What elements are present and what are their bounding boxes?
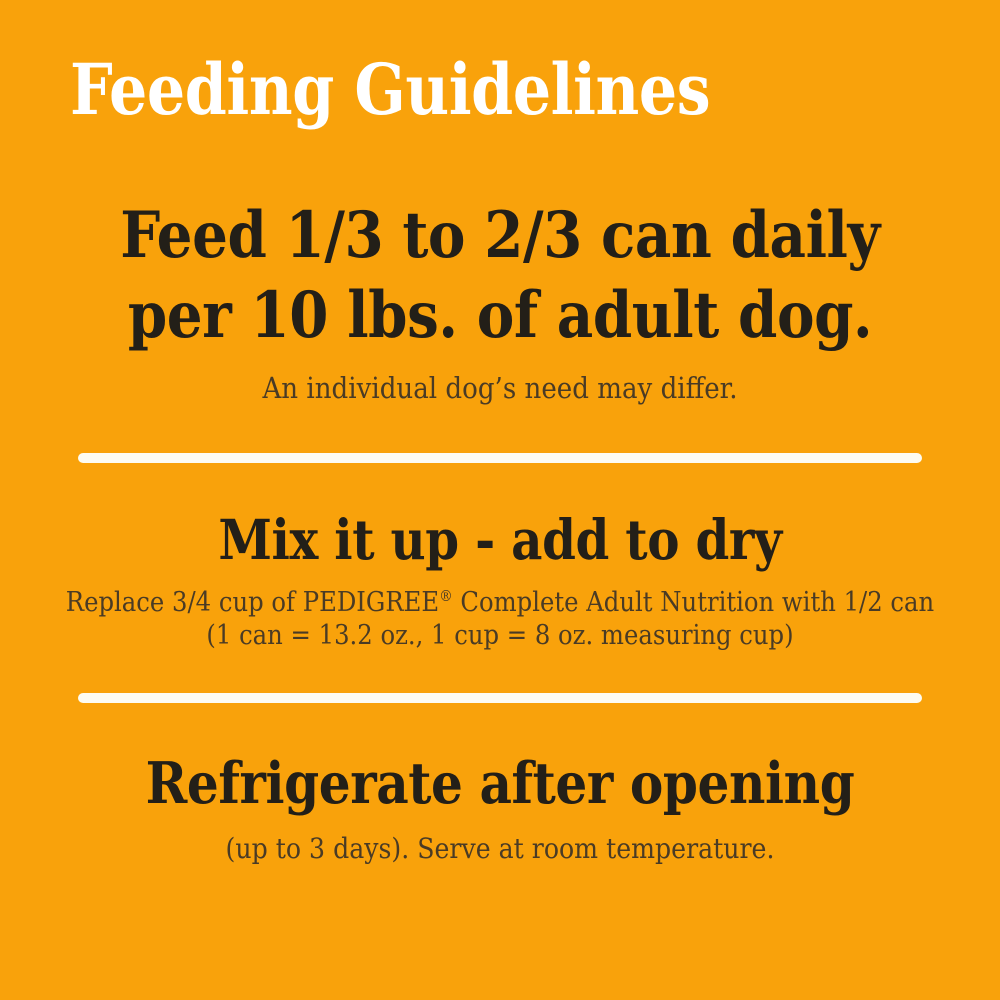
section-refrigerate: Refrigerate after opening (up to 3 days)… [0,750,1000,866]
divider-rule-two [78,693,922,703]
feed-amount-note: An individual dog’s need may differ. [262,371,738,405]
page-title: Feeding Guidelines [70,48,711,131]
mix-it-up-note-text-after: Complete Adult Nutrition with 1/2 can [452,587,935,618]
feed-amount-heading-line-2: per 10 lbs. of adult dog. [127,278,873,353]
mix-it-up-heading: Mix it up - add to dry [218,507,782,572]
mix-it-up-note-group: Replace 3/4 cup of PEDIGREE® Complete Ad… [0,586,1000,652]
mix-it-up-note-text-before: Replace 3/4 cup of PEDIGREE [65,587,440,618]
mix-it-up-note-line-1: Replace 3/4 cup of PEDIGREE® Complete Ad… [50,586,950,619]
divider-rule-one [78,453,922,463]
mix-it-up-note-line-2: (1 can = 13.2 oz., 1 cup = 8 oz. measuri… [206,620,794,651]
section-mix-it-up: Mix it up - add to dry Replace 3/4 cup o… [0,508,1000,652]
registered-trademark-icon: ® [439,587,453,605]
refrigerate-note: (up to 3 days). Serve at room temperatur… [225,832,775,865]
refrigerate-heading: Refrigerate after opening [145,750,855,817]
feed-amount-heading-line-1: Feed 1/3 to 2/3 can daily [120,198,880,273]
section-feed-amount: Feed 1/3 to 2/3 can daily per 10 lbs. of… [0,196,1000,406]
